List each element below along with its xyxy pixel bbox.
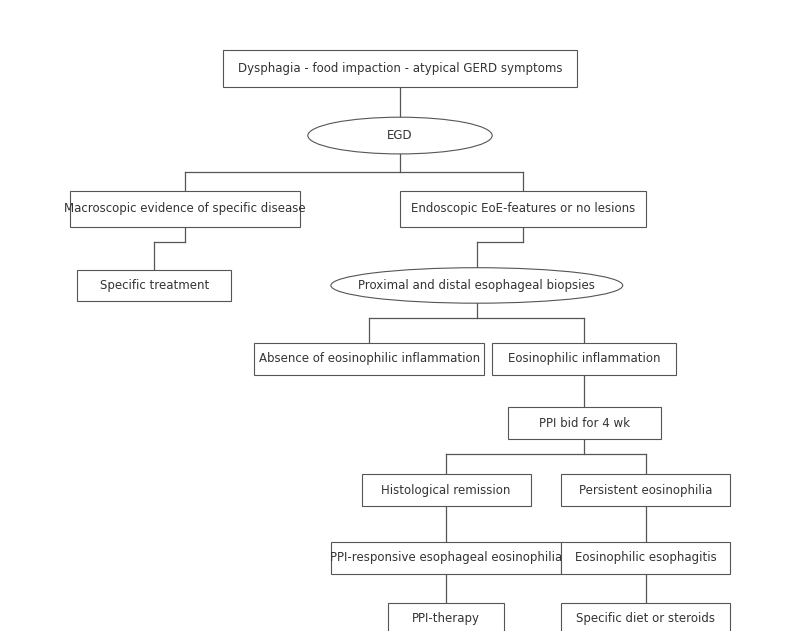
Text: Dysphagia - food impaction - atypical GERD symptoms: Dysphagia - food impaction - atypical GE… [238, 62, 562, 75]
FancyBboxPatch shape [562, 603, 730, 635]
FancyBboxPatch shape [400, 191, 646, 227]
Text: Macroscopic evidence of specific disease: Macroscopic evidence of specific disease [64, 202, 306, 216]
Text: PPI bid for 4 wk: PPI bid for 4 wk [539, 417, 630, 430]
FancyBboxPatch shape [492, 343, 677, 375]
Text: PPI-responsive esophageal eosinophilia: PPI-responsive esophageal eosinophilia [330, 551, 562, 564]
Text: Specific treatment: Specific treatment [100, 279, 209, 292]
Text: Specific diet or steroids: Specific diet or steroids [576, 612, 715, 625]
FancyBboxPatch shape [223, 50, 577, 87]
Text: Eosinophilic inflammation: Eosinophilic inflammation [508, 352, 661, 365]
Text: Absence of eosinophilic inflammation: Absence of eosinophilic inflammation [258, 352, 480, 365]
Ellipse shape [308, 117, 492, 154]
Ellipse shape [331, 268, 622, 303]
Text: Histological remission: Histological remission [382, 484, 510, 497]
FancyBboxPatch shape [70, 191, 300, 227]
FancyBboxPatch shape [78, 270, 231, 301]
FancyBboxPatch shape [389, 603, 504, 635]
Text: Persistent eosinophilia: Persistent eosinophilia [579, 484, 713, 497]
FancyBboxPatch shape [362, 475, 530, 506]
Text: PPI-therapy: PPI-therapy [412, 612, 480, 625]
FancyBboxPatch shape [562, 475, 730, 506]
Text: EGD: EGD [387, 129, 413, 142]
FancyBboxPatch shape [331, 542, 562, 574]
FancyBboxPatch shape [254, 343, 485, 375]
Text: Eosinophilic esophagitis: Eosinophilic esophagitis [575, 551, 717, 564]
Text: Proximal and distal esophageal biopsies: Proximal and distal esophageal biopsies [358, 279, 595, 292]
Text: Endoscopic EoE-features or no lesions: Endoscopic EoE-features or no lesions [410, 202, 635, 216]
FancyBboxPatch shape [562, 542, 730, 574]
FancyBboxPatch shape [507, 407, 661, 439]
